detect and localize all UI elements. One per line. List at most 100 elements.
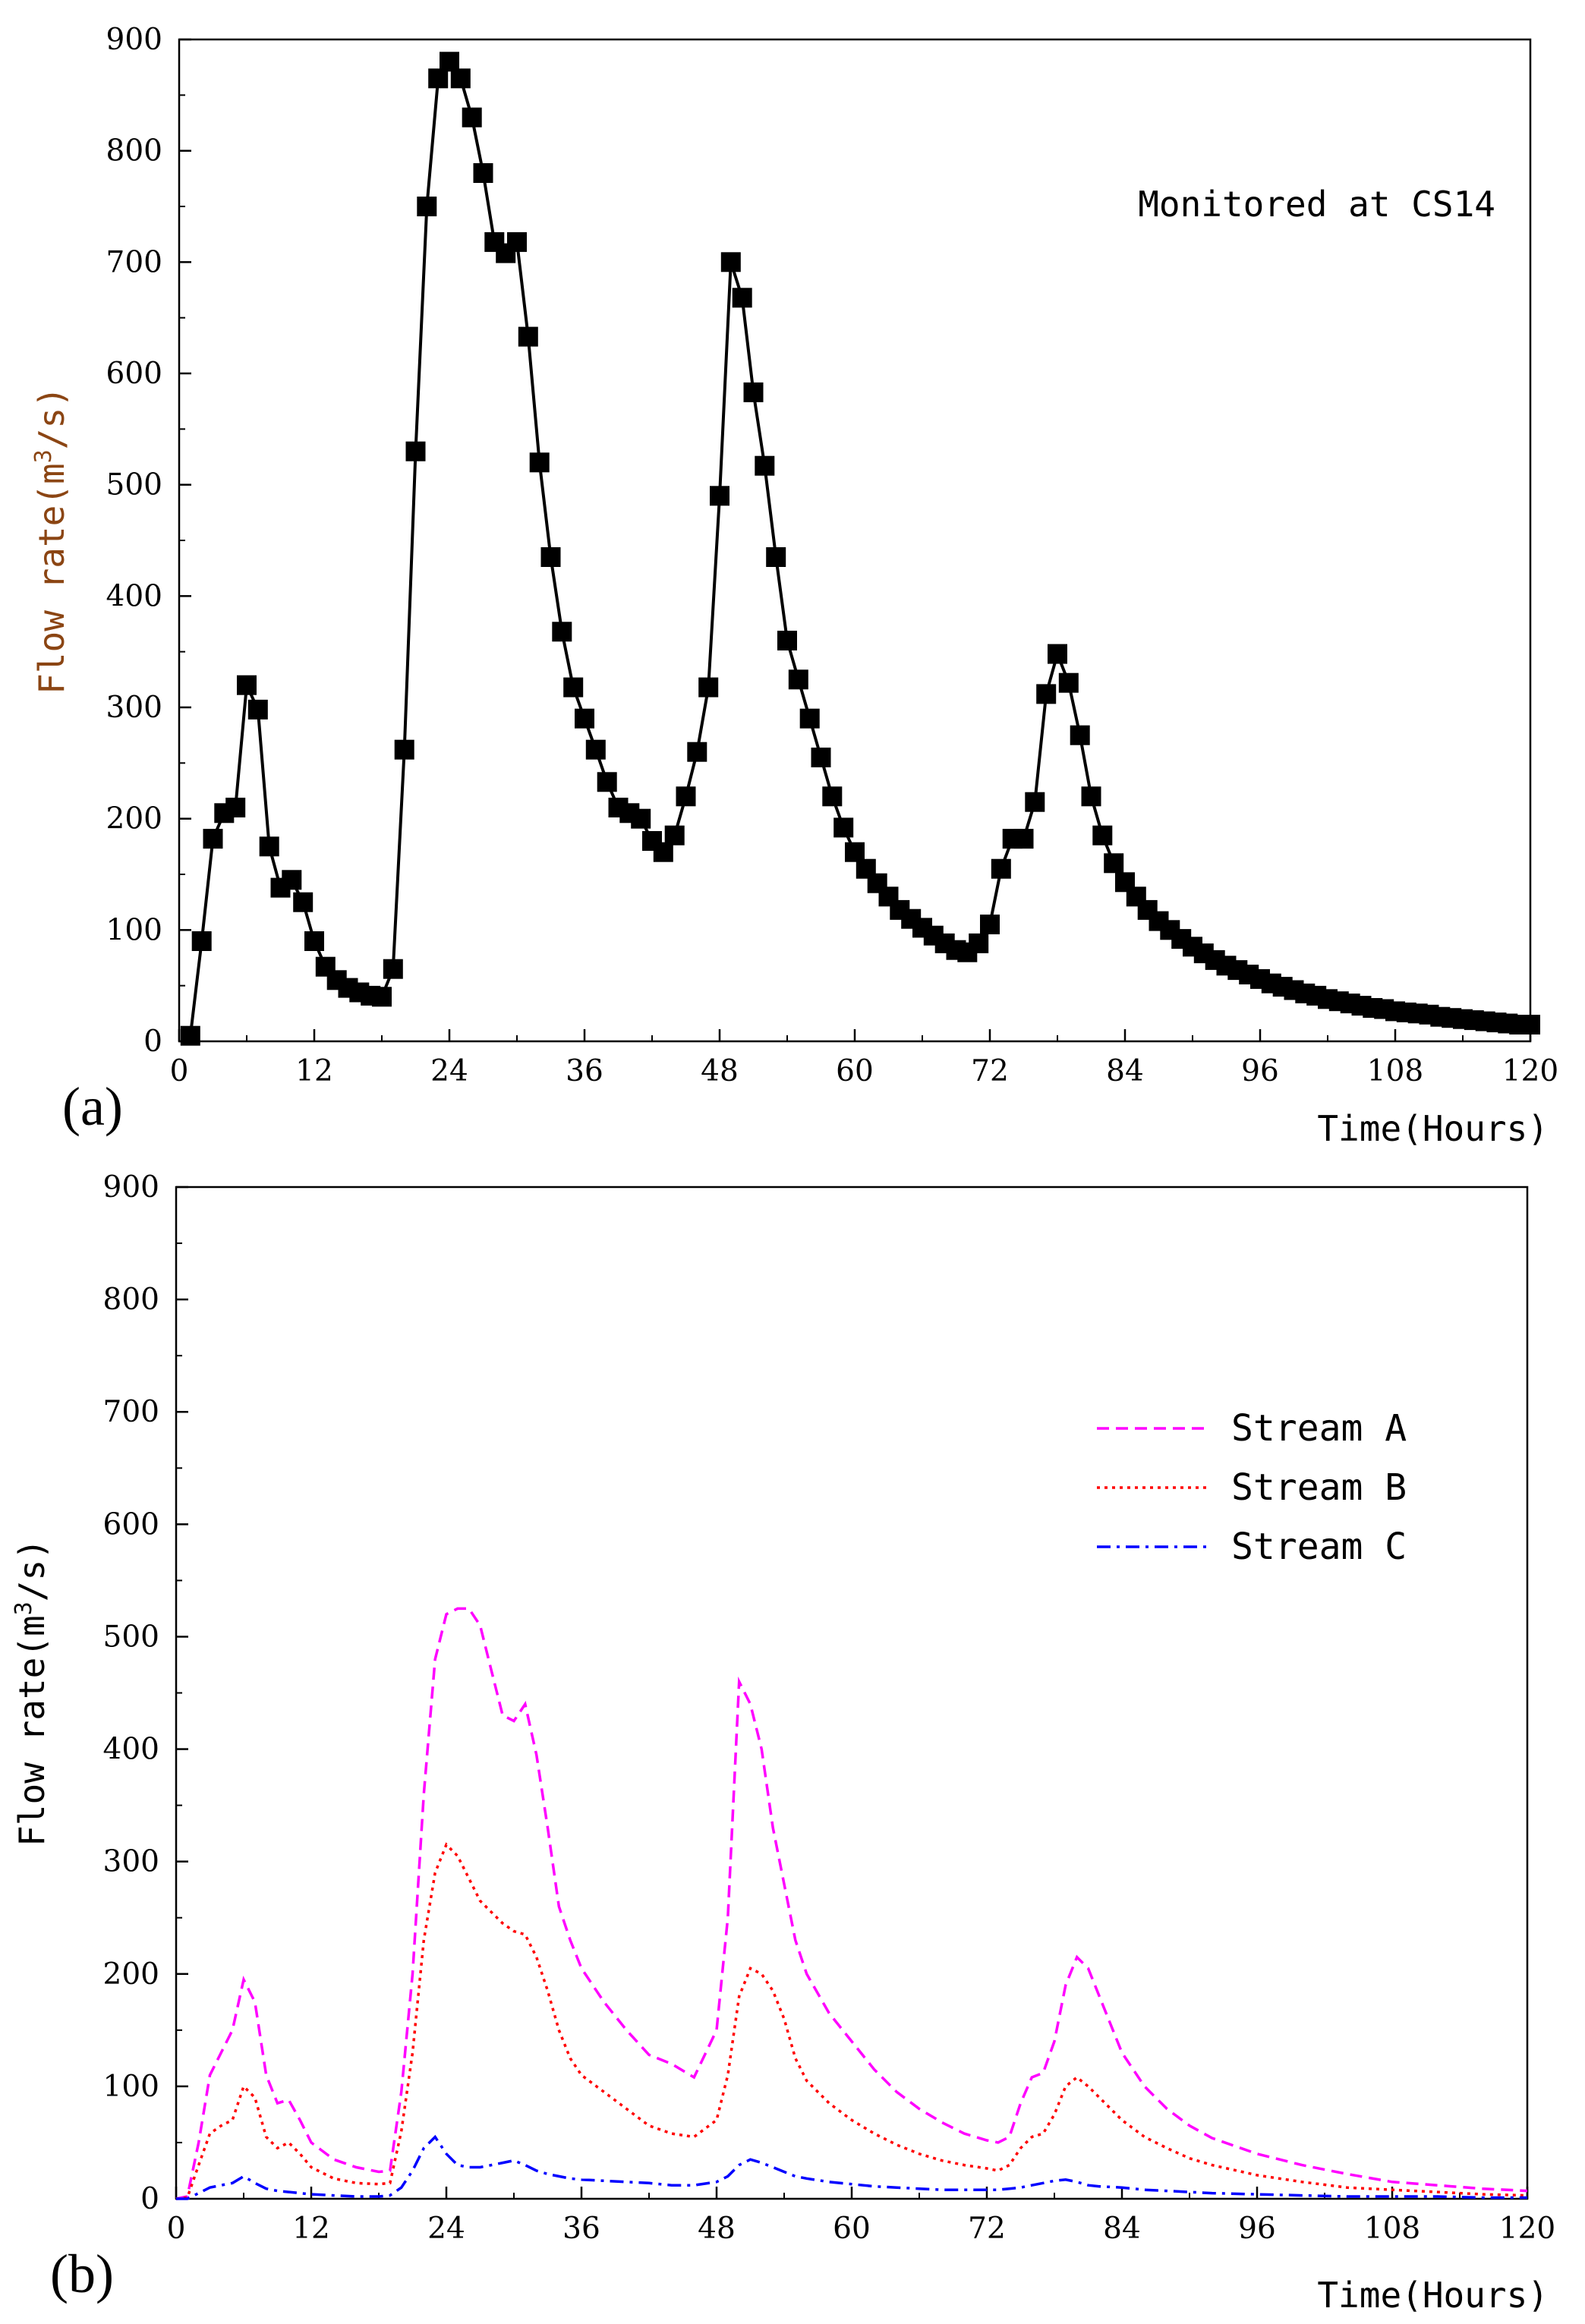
- x-tick-label: 72: [968, 2212, 1006, 2246]
- y-tick-label: 400: [103, 1733, 159, 1767]
- data-point-marker: [980, 915, 1000, 934]
- x-tick-label: 36: [562, 2212, 600, 2246]
- data-point-marker: [372, 987, 392, 1007]
- annotation-monitored: Monitored at CS14: [1138, 184, 1495, 225]
- data-point-marker: [710, 486, 729, 506]
- y-tick-label: 300: [103, 1845, 159, 1879]
- data-point-marker: [428, 68, 449, 89]
- x-tick-label: 60: [833, 2212, 871, 2246]
- data-point-marker: [743, 382, 764, 402]
- data-point-marker: [822, 786, 843, 807]
- legend: Stream A Stream B Stream C: [1097, 1407, 1407, 1568]
- x-tick-label: 96: [1241, 1054, 1279, 1088]
- data-point-marker: [237, 675, 257, 695]
- data-point-marker: [540, 547, 561, 567]
- data-point-marker: [473, 163, 493, 183]
- data-point-marker: [293, 892, 314, 912]
- data-point-marker: [799, 708, 820, 729]
- x-axis-ticks-a: 0 12 24 36 48 60 72 84 96 108 120: [170, 1029, 1558, 1088]
- data-point-marker: [440, 52, 459, 72]
- x-tick-label: 72: [971, 1054, 1009, 1088]
- data-point-marker: [969, 933, 989, 953]
- legend-label-stream-c: Stream C: [1231, 1526, 1407, 1568]
- data-point-marker: [732, 288, 752, 308]
- x-tick-label: 36: [566, 1054, 603, 1088]
- x-tick-label: 48: [701, 1054, 739, 1088]
- data-point-marker: [450, 68, 471, 89]
- data-point-marker: [833, 817, 854, 838]
- data-point-marker: [518, 326, 538, 347]
- data-point-marker: [247, 699, 268, 720]
- data-point-marker: [405, 441, 426, 461]
- y-tick-label: 400: [106, 579, 162, 613]
- legend-label-stream-a: Stream A: [1231, 1407, 1407, 1450]
- data-point-marker: [180, 1025, 200, 1046]
- panel-label-b: (b): [50, 2244, 114, 2304]
- data-point-marker: [507, 231, 527, 252]
- x-tick-label: 0: [170, 1054, 189, 1088]
- data-point-marker: [631, 808, 651, 829]
- y-axis-title-a-sup: 3: [30, 449, 57, 463]
- data-point-marker: [720, 252, 741, 272]
- data-point-marker: [1036, 684, 1057, 704]
- data-point-marker: [1081, 786, 1101, 807]
- x-tick-label: 84: [1106, 1054, 1144, 1088]
- data-point-marker: [462, 107, 482, 128]
- x-axis-title-a: Time(Hours): [1317, 1108, 1549, 1149]
- y-tick-label: 800: [106, 134, 162, 168]
- data-point-marker: [845, 842, 865, 862]
- data-point-marker: [529, 452, 550, 473]
- data-point-marker: [383, 959, 403, 979]
- data-point-marker: [766, 547, 786, 567]
- x-tick-label: 84: [1103, 2212, 1141, 2246]
- y-axis-title-b-prefix: Flow rate(m: [11, 1615, 52, 1847]
- data-point-marker: [597, 772, 617, 792]
- y-axis-title-b-sup: 3: [11, 1601, 37, 1615]
- data-point-marker: [563, 677, 584, 698]
- data-point-marker: [1013, 829, 1034, 849]
- x-axis-title-b: Time(Hours): [1317, 2275, 1549, 2316]
- y-tick-label: 300: [106, 691, 162, 725]
- y-tick-label: 700: [106, 245, 162, 279]
- x-tick-label: 60: [836, 1054, 874, 1088]
- data-point-marker: [552, 622, 572, 642]
- x-tick-label: 24: [427, 2212, 465, 2246]
- x-tick-label: 108: [1367, 1054, 1423, 1088]
- data-point-marker: [1104, 853, 1124, 874]
- data-point-marker: [1058, 672, 1079, 693]
- data-point-marker: [991, 858, 1011, 879]
- x-tick-label: 48: [698, 2212, 736, 2246]
- data-point-marker: [282, 870, 302, 890]
- data-point-marker: [259, 836, 279, 857]
- data-point-marker: [777, 631, 797, 650]
- data-point-marker: [811, 748, 831, 767]
- data-point-marker: [585, 739, 606, 760]
- y-tick-label: 900: [103, 1170, 159, 1205]
- data-point-marker: [755, 455, 775, 476]
- y-tick-label: 600: [103, 1507, 159, 1541]
- data-point-marker: [575, 708, 594, 729]
- data-point-marker: [687, 742, 707, 762]
- y-tick-label: 700: [103, 1395, 159, 1429]
- x-axis-ticks-b: 0 12 24 36 48 60 72 84 96 108 120: [167, 2187, 1555, 2246]
- legend-label-stream-b: Stream B: [1231, 1466, 1407, 1509]
- data-point-marker: [304, 931, 324, 951]
- x-tick-label: 108: [1364, 2212, 1420, 2246]
- panel-label-a: (a): [62, 1076, 123, 1137]
- data-point-marker: [676, 786, 696, 807]
- data-point-marker: [788, 669, 808, 690]
- x-tick-label: 120: [1499, 2212, 1555, 2246]
- series-markers-cs14: [180, 52, 1540, 1046]
- data-point-marker: [225, 798, 246, 817]
- x-tick-label: 12: [292, 2212, 330, 2246]
- y-axis-title-b-suffix: /s): [11, 1538, 52, 1601]
- data-point-marker: [698, 677, 719, 698]
- x-tick-label: 24: [430, 1054, 468, 1088]
- y-tick-label: 200: [103, 1957, 159, 1992]
- y-tick-label: 500: [106, 468, 162, 502]
- y-axis-title-a-prefix: Flow rate(m: [31, 463, 72, 694]
- data-point-marker: [1048, 644, 1067, 664]
- data-point-marker: [664, 825, 685, 846]
